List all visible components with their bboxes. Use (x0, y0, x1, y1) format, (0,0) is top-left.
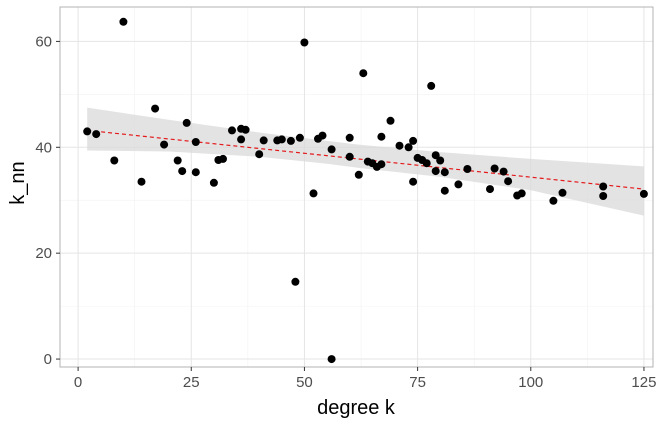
data-point (191, 138, 200, 146)
data-point (409, 136, 418, 145)
data-point (295, 133, 304, 142)
data-point (209, 178, 218, 187)
data-point (345, 152, 354, 161)
data-point (318, 131, 327, 140)
data-point (178, 167, 187, 176)
data-point (599, 192, 608, 200)
data-point (490, 164, 499, 173)
data-point (151, 104, 160, 113)
data-point (160, 140, 169, 149)
data-point (309, 189, 318, 198)
data-point (639, 189, 648, 198)
x-tick-label: 50 (296, 374, 313, 391)
y-tick-label: 40 (35, 139, 52, 156)
x-axis-ticks: 0 25 50 75 100 125 (74, 367, 656, 391)
data-point (517, 189, 526, 198)
data-point (504, 177, 513, 186)
data-point (327, 355, 336, 364)
data-point (83, 127, 92, 136)
data-point (228, 126, 236, 135)
data-point (219, 154, 227, 163)
trend-line (87, 129, 645, 190)
data-point (345, 133, 354, 142)
data-point (558, 188, 567, 197)
data-point (440, 186, 449, 195)
data-point (173, 156, 182, 165)
data-point (549, 196, 558, 205)
data-point (377, 160, 386, 169)
data-point (436, 156, 445, 165)
data-point (599, 182, 608, 191)
data-point (286, 136, 295, 145)
data-point (404, 143, 413, 152)
data-point (427, 81, 436, 90)
x-tick-label: 25 (183, 374, 200, 391)
x-tick-label: 125 (631, 374, 656, 391)
data-point (291, 277, 300, 286)
data-point (137, 177, 146, 186)
data-point (92, 130, 101, 139)
data-point (454, 180, 463, 189)
data-point (395, 141, 404, 150)
x-tick-label: 0 (74, 374, 82, 391)
data-point (486, 185, 494, 194)
data-point (409, 177, 418, 186)
data-point (463, 165, 472, 173)
y-tick-label: 0 (44, 351, 52, 368)
data-point (191, 168, 200, 177)
data-point (327, 145, 336, 154)
data-point (354, 170, 363, 179)
data-point (182, 118, 191, 127)
data-point (119, 17, 128, 26)
data-point (431, 151, 440, 160)
data-point (237, 135, 246, 144)
data-point (499, 167, 508, 176)
y-axis-title: k_nn (7, 161, 29, 204)
data-point (277, 135, 286, 144)
data-point (359, 69, 368, 78)
x-axis-title: degree k (317, 397, 396, 419)
trend-line-layer (87, 129, 645, 190)
data-point (110, 156, 119, 165)
data-point (431, 167, 440, 176)
data-point (386, 116, 395, 125)
data-point (259, 136, 268, 145)
data-point (255, 150, 264, 159)
data-point (241, 125, 250, 134)
x-tick-label: 75 (409, 374, 426, 391)
data-point (377, 132, 386, 141)
data-point (300, 38, 309, 47)
x-tick-label: 100 (518, 374, 543, 391)
panel-border-layer (59, 6, 654, 368)
data-point (440, 168, 449, 177)
y-tick-label: 60 (35, 33, 52, 50)
y-axis-ticks: 0 20 40 60 (35, 33, 60, 368)
y-tick-label: 20 (35, 245, 52, 262)
panel-border (59, 6, 654, 368)
data-point (422, 159, 431, 168)
data-points (83, 17, 648, 364)
